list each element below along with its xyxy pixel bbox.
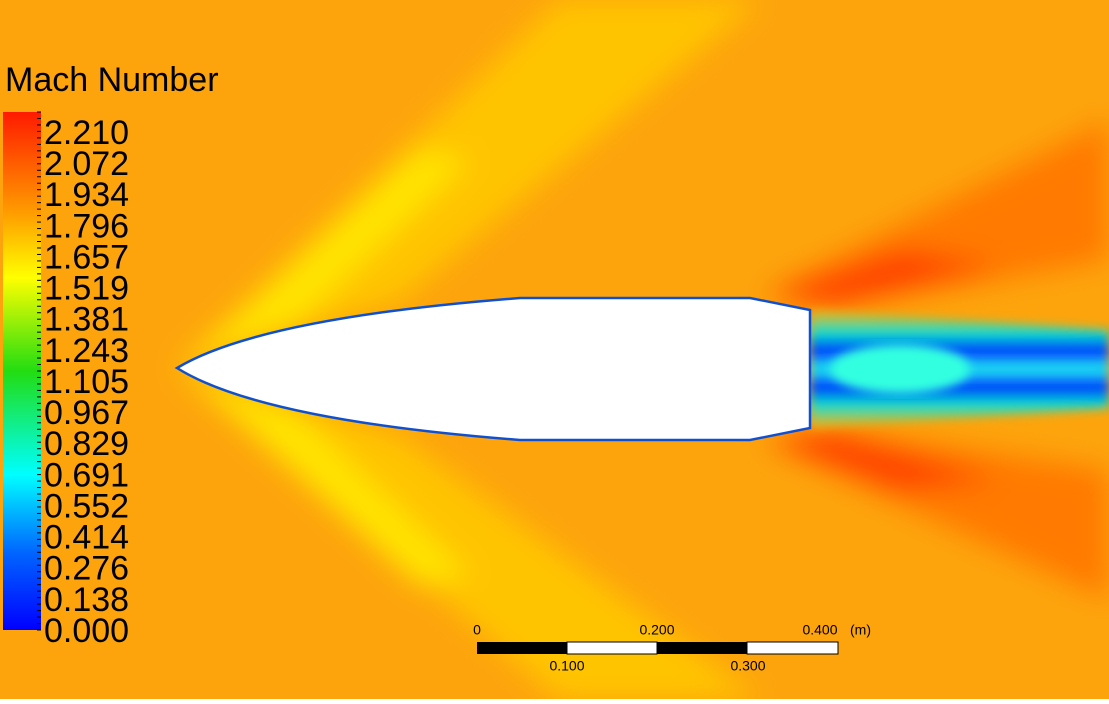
scale-label: 0.100: [549, 658, 584, 674]
legend-label: 0.829: [44, 425, 129, 463]
legend-label: 0.552: [44, 487, 129, 525]
legend-labels: 2.2102.0721.9341.7961.6571.5191.3811.243…: [44, 114, 129, 650]
scale-label: 0: [473, 622, 481, 638]
legend-label: 1.657: [44, 238, 129, 276]
wake-core: [830, 344, 970, 394]
legend-label: 1.519: [44, 270, 129, 308]
color-bar: [3, 112, 41, 630]
legend-label: 0.276: [44, 550, 129, 588]
scale-label: 0.300: [730, 658, 765, 674]
scale-bar: 0 0.200 0.400 (m) 0.100 0.300: [473, 622, 871, 674]
legend-title: Mach Number: [5, 61, 219, 99]
scale-segment: [566, 641, 658, 655]
projectile-body: [174, 296, 812, 442]
legend-label: 0.414: [44, 519, 129, 557]
scale-segment: [657, 642, 747, 654]
legend-label: 0.967: [44, 394, 129, 432]
legend-label: 2.072: [44, 145, 129, 183]
legend-label: 1.243: [44, 332, 129, 370]
legend-label: 1.105: [44, 363, 129, 401]
legend-label: 2.210: [44, 114, 129, 152]
legend-label: 0.691: [44, 456, 129, 494]
legend-label: 0.138: [44, 581, 129, 619]
scale-label: 0.200: [639, 622, 674, 638]
scale-unit: (m): [850, 622, 871, 638]
scale-segment: [477, 642, 567, 654]
legend-label: 1.796: [44, 207, 129, 245]
legend-label: 1.934: [44, 176, 129, 214]
color-bar-ticks: [37, 111, 41, 631]
flow-field: [177, 0, 1109, 699]
legend-label: 1.381: [44, 301, 129, 339]
scale-segment: [746, 641, 839, 655]
legend-label: 0.000: [44, 612, 129, 650]
scale-label: 0.400: [802, 622, 837, 638]
